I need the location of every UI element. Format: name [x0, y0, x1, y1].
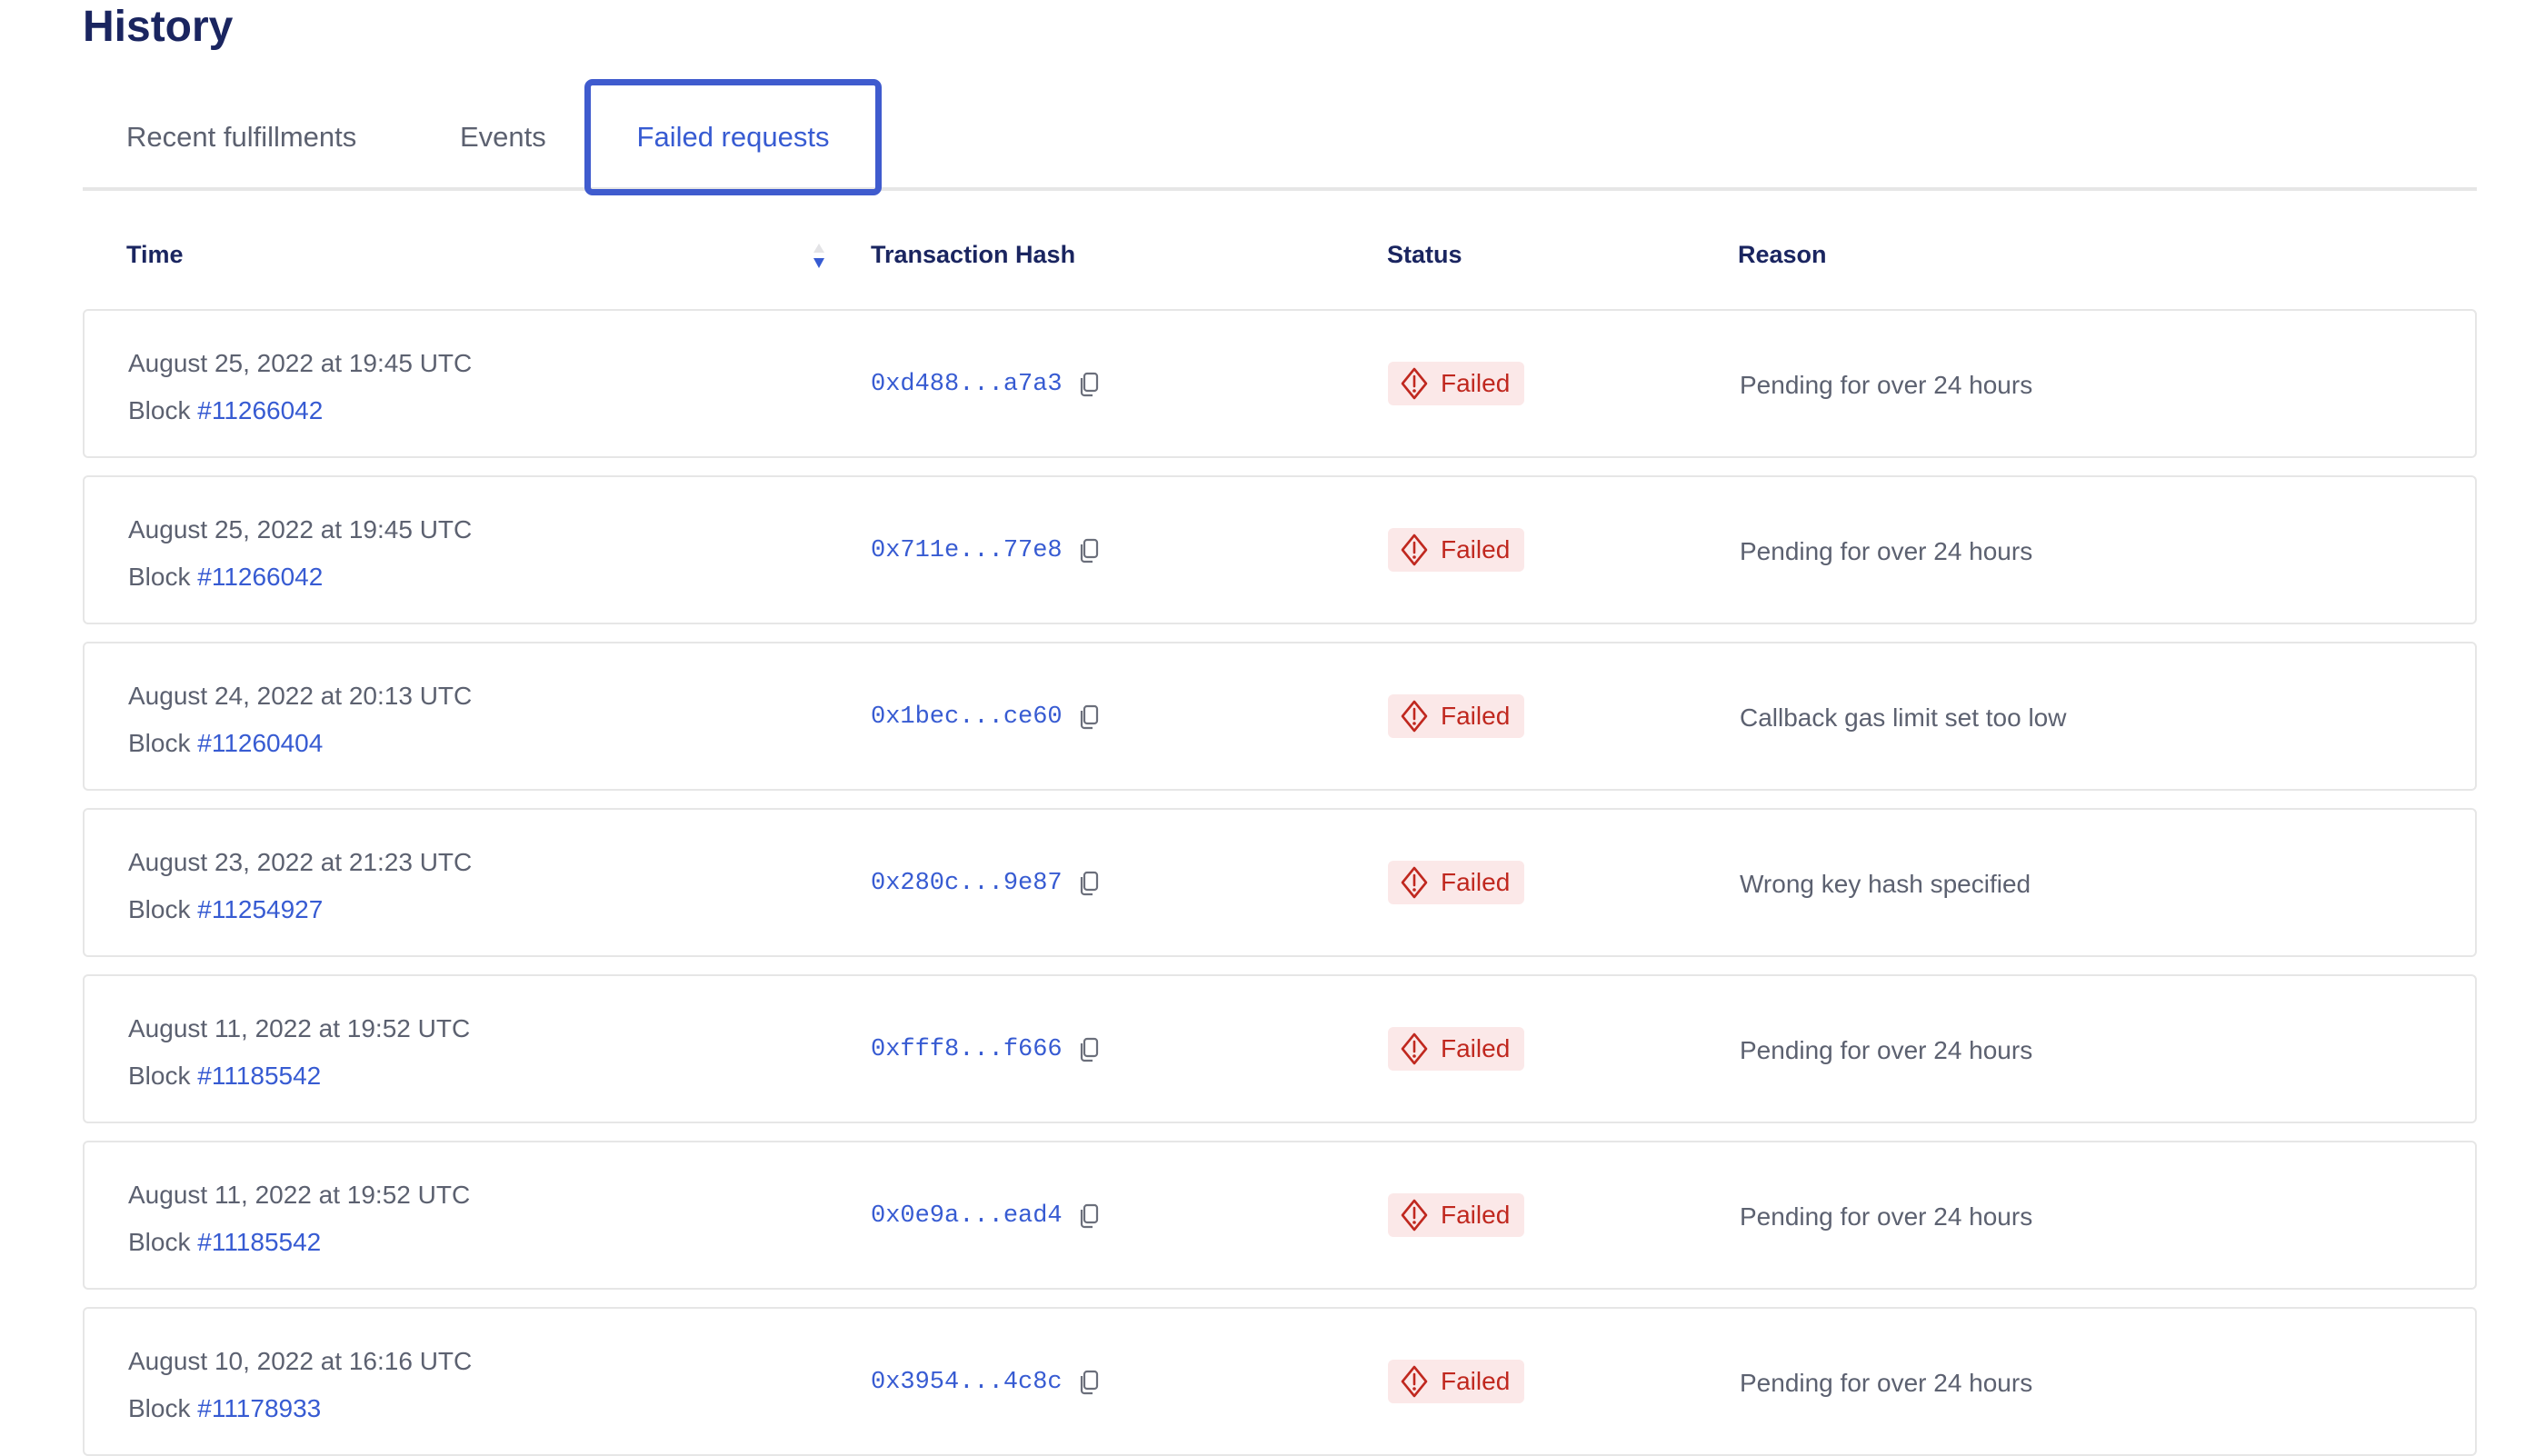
tab-bar: Recent fulfillments Events Failed reques… — [83, 79, 2477, 195]
block-link[interactable]: #11266042 — [197, 396, 324, 424]
copy-icon[interactable] — [1079, 372, 1099, 397]
status-text: Failed — [1441, 1034, 1511, 1062]
row-hash: 0x280c...9e87 — [871, 870, 1099, 897]
status-text: Failed — [1441, 535, 1511, 563]
row-block: Block #11185542 — [128, 1062, 321, 1091]
status-text: Failed — [1441, 1367, 1511, 1395]
row-block: Block #11260404 — [128, 729, 323, 758]
status-text: Failed — [1441, 369, 1511, 397]
status-badge: Failed — [1388, 362, 1525, 405]
status-badge: Failed — [1388, 1360, 1525, 1403]
column-header-status: Status — [1387, 241, 1462, 268]
table-row: August 10, 2022 at 16:16 UTC Block #11178… — [83, 1307, 2477, 1456]
block-link[interactable]: #11266042 — [197, 563, 324, 591]
status-badge: Failed — [1388, 528, 1525, 572]
warning-diamond-icon — [1401, 700, 1428, 733]
block-label: Block — [128, 895, 191, 923]
column-header-time[interactable]: Time — [126, 241, 184, 268]
status-badge: Failed — [1388, 1027, 1525, 1071]
row-reason: Pending for over 24 hours — [1740, 1036, 2033, 1064]
row-hash: 0x1bec...ce60 — [871, 703, 1099, 731]
row-time: August 10, 2022 at 16:16 UTC — [128, 1347, 473, 1375]
row-hash: 0xfff8...f666 — [871, 1036, 1099, 1063]
block-label: Block — [128, 1062, 191, 1090]
status-badge: Failed — [1388, 694, 1525, 738]
table-row: August 25, 2022 at 19:45 UTC Block #11266… — [83, 309, 2477, 458]
transaction-hash-link[interactable]: 0x711e...77e8 — [871, 537, 1063, 564]
block-link[interactable]: #11185542 — [197, 1062, 322, 1090]
warning-diamond-icon — [1401, 1032, 1428, 1065]
transaction-hash-link[interactable]: 0xfff8...f666 — [871, 1036, 1063, 1063]
copy-icon[interactable] — [1079, 1370, 1099, 1395]
sort-desc-icon[interactable] — [811, 242, 827, 271]
status-badge: Failed — [1388, 1193, 1525, 1237]
row-block: Block #11178933 — [128, 1394, 321, 1423]
block-link[interactable]: #11178933 — [197, 1394, 322, 1422]
warning-diamond-icon — [1401, 534, 1428, 566]
tab-recent-fulfillments[interactable]: Recent fulfillments — [126, 121, 357, 153]
row-time: August 24, 2022 at 20:13 UTC — [128, 682, 473, 710]
row-reason: Pending for over 24 hours — [1740, 537, 2033, 565]
table-row: August 11, 2022 at 19:52 UTC Block #11185… — [83, 1141, 2477, 1290]
tab-events[interactable]: Events — [460, 121, 546, 153]
copy-icon[interactable] — [1079, 1203, 1099, 1229]
row-block: Block #11185542 — [128, 1228, 321, 1257]
row-time: August 23, 2022 at 21:23 UTC — [128, 848, 473, 876]
tab-divider — [83, 187, 2477, 191]
row-hash: 0x0e9a...ead4 — [871, 1202, 1099, 1230]
transaction-hash-link[interactable]: 0x0e9a...ead4 — [871, 1202, 1063, 1230]
table-row: August 24, 2022 at 20:13 UTC Block #11260… — [83, 642, 2477, 791]
block-label: Block — [128, 729, 191, 757]
row-reason: Pending for over 24 hours — [1740, 1369, 2033, 1397]
copy-icon[interactable] — [1079, 704, 1099, 730]
transaction-hash-link[interactable]: 0x1bec...ce60 — [871, 703, 1063, 731]
column-header-hash[interactable]: Transaction Hash — [871, 241, 1076, 268]
block-label: Block — [128, 396, 191, 424]
block-link[interactable]: #11254927 — [197, 895, 324, 923]
table-row: August 11, 2022 at 19:52 UTC Block #11185… — [83, 974, 2477, 1123]
block-link[interactable]: #11185542 — [197, 1228, 322, 1256]
row-hash: 0x711e...77e8 — [871, 537, 1099, 564]
tab-failed-requests[interactable]: Failed requests — [584, 79, 882, 195]
table-row: August 25, 2022 at 19:45 UTC Block #11266… — [83, 475, 2477, 624]
column-header-reason: Reason — [1738, 241, 1827, 268]
transaction-hash-link[interactable]: 0x3954...4c8c — [871, 1369, 1063, 1396]
row-block: Block #11254927 — [128, 895, 323, 924]
row-time: August 25, 2022 at 19:45 UTC — [128, 349, 473, 377]
row-hash: 0x3954...4c8c — [871, 1369, 1099, 1396]
row-time: August 11, 2022 at 19:52 UTC — [128, 1181, 471, 1209]
table-row: August 23, 2022 at 21:23 UTC Block #11254… — [83, 808, 2477, 957]
warning-diamond-icon — [1401, 367, 1428, 400]
row-time: August 11, 2022 at 19:52 UTC — [128, 1014, 471, 1042]
warning-diamond-icon — [1401, 1365, 1428, 1398]
page-title: History — [83, 3, 234, 51]
row-block: Block #11266042 — [128, 563, 323, 592]
row-time: August 25, 2022 at 19:45 UTC — [128, 515, 473, 544]
status-text: Failed — [1441, 702, 1511, 730]
copy-icon[interactable] — [1079, 871, 1099, 896]
status-text: Failed — [1441, 1201, 1511, 1229]
copy-icon[interactable] — [1079, 538, 1099, 563]
block-label: Block — [128, 563, 191, 591]
row-hash: 0xd488...a7a3 — [871, 371, 1099, 398]
transaction-hash-link[interactable]: 0xd488...a7a3 — [871, 371, 1063, 398]
row-reason: Wrong key hash specified — [1740, 870, 2031, 898]
block-label: Block — [128, 1394, 191, 1422]
copy-icon[interactable] — [1079, 1037, 1099, 1062]
row-block: Block #11266042 — [128, 396, 323, 425]
row-reason: Pending for over 24 hours — [1740, 1202, 2033, 1231]
block-link[interactable]: #11260404 — [197, 729, 324, 757]
row-reason: Callback gas limit set too low — [1740, 703, 2067, 732]
status-badge: Failed — [1388, 861, 1525, 904]
transaction-hash-link[interactable]: 0x280c...9e87 — [871, 870, 1063, 897]
warning-diamond-icon — [1401, 866, 1428, 899]
warning-diamond-icon — [1401, 1199, 1428, 1232]
status-text: Failed — [1441, 868, 1511, 896]
block-label: Block — [128, 1228, 191, 1256]
row-reason: Pending for over 24 hours — [1740, 371, 2033, 399]
